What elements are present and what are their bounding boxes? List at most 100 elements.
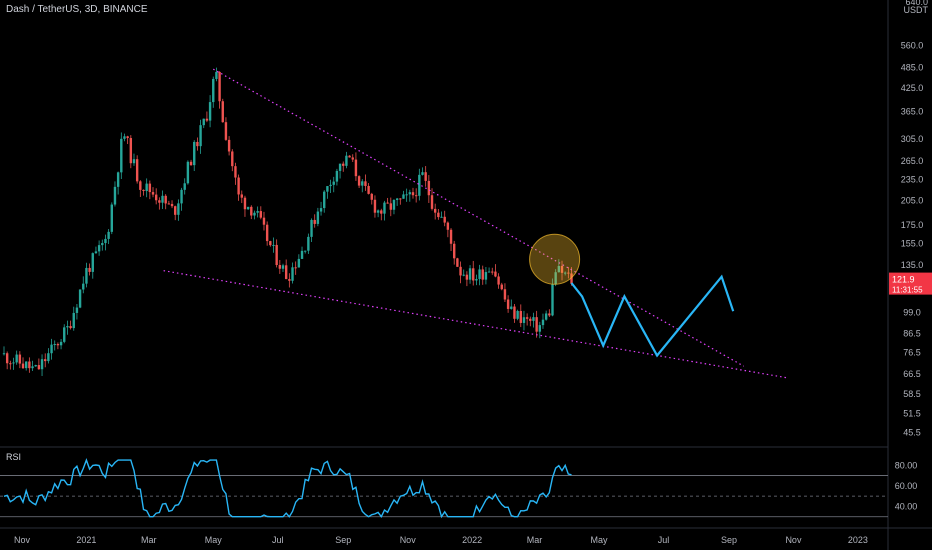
- candle-body: [82, 283, 85, 290]
- time-tick: Mar: [141, 535, 157, 545]
- candle-body: [240, 194, 243, 198]
- candle-body: [544, 313, 548, 320]
- candle-body: [72, 312, 75, 329]
- candle-body: [288, 279, 291, 281]
- candle-body: [66, 326, 69, 328]
- candle-body: [316, 211, 320, 224]
- candle-body: [335, 170, 339, 182]
- candle-body: [75, 307, 79, 313]
- candle-body: [500, 284, 503, 290]
- candle-body: [525, 317, 529, 319]
- candle-body: [250, 206, 253, 216]
- lower-trendline: [163, 270, 787, 379]
- candle-body: [212, 78, 215, 103]
- candle-body: [510, 306, 513, 309]
- candle-body: [50, 344, 53, 354]
- candle-body: [126, 136, 129, 139]
- candle-body: [110, 204, 113, 232]
- countdown-label: 11:31:55: [892, 286, 923, 295]
- candle-body: [199, 125, 202, 147]
- price-tick: 305.0: [901, 134, 924, 144]
- candle-body: [284, 265, 288, 280]
- candle-body: [24, 361, 28, 369]
- candle-body: [21, 363, 25, 369]
- time-tick: Jul: [658, 535, 670, 545]
- candle-body: [345, 155, 348, 166]
- candle-body: [383, 202, 386, 214]
- candle-body: [59, 341, 63, 346]
- candle-body: [294, 267, 297, 269]
- candle-body: [174, 206, 177, 215]
- candle-body: [256, 211, 259, 213]
- candle-body: [449, 229, 453, 244]
- candle-body: [342, 163, 345, 166]
- candle-body: [551, 284, 554, 316]
- candle-body: [196, 141, 199, 147]
- candle-body: [94, 251, 98, 254]
- price-tick: 135.0: [901, 260, 924, 270]
- candle-body: [246, 206, 250, 210]
- candle-body: [154, 194, 158, 201]
- candle-body: [97, 245, 101, 252]
- candle-body: [307, 236, 310, 251]
- candle-body: [386, 202, 389, 204]
- candle-body: [291, 267, 294, 281]
- time-tick: Nov: [785, 535, 802, 545]
- candle-body: [237, 177, 240, 195]
- rsi-tick: 80.00: [895, 460, 918, 470]
- candle-body: [278, 265, 282, 269]
- candle-body: [437, 212, 440, 218]
- candle-body: [132, 159, 136, 164]
- candle-body: [186, 161, 190, 184]
- candle-body: [357, 176, 361, 186]
- candle-body: [418, 174, 421, 196]
- candle-body: [456, 258, 459, 267]
- candle-body: [405, 194, 408, 196]
- price-tick: 45.5: [903, 428, 921, 438]
- candle-body: [183, 183, 186, 190]
- candle-body: [63, 327, 66, 342]
- candle-body: [478, 269, 481, 279]
- candle-body: [120, 138, 123, 173]
- candle-body: [12, 362, 15, 364]
- candle-body: [481, 269, 484, 280]
- candle-body: [402, 194, 405, 199]
- price-tick: 425.0: [901, 83, 924, 93]
- candle-body: [40, 359, 44, 370]
- candle-body: [47, 353, 50, 362]
- rsi-tick: 40.00: [895, 501, 918, 511]
- candle-body: [177, 203, 180, 215]
- candle-body: [433, 208, 437, 213]
- time-axis[interactable]: Nov 2021 Mar May Jul Sep Nov 2022 Mar May Jul Sep No…: [14, 535, 868, 545]
- candle-body: [462, 274, 465, 276]
- candle-body: [265, 224, 269, 242]
- candle-body: [15, 354, 18, 363]
- projection-path: [570, 274, 735, 358]
- candle-body: [535, 317, 538, 332]
- candle-body: [180, 189, 183, 204]
- candle-body: [319, 208, 323, 212]
- candle-body: [392, 199, 396, 210]
- price-tick: 175.0: [901, 220, 924, 230]
- candles: [2, 67, 573, 376]
- candle-body: [31, 366, 34, 369]
- candle-body: [205, 118, 209, 121]
- time-tick: May: [205, 535, 223, 545]
- candle-body: [364, 181, 367, 186]
- candle-body: [516, 310, 519, 319]
- candle-body: [262, 217, 266, 225]
- candle-body: [281, 265, 285, 269]
- time-tick: Nov: [400, 535, 417, 545]
- rsi-axis: 80.00 60.00 40.00: [895, 460, 918, 511]
- last-price-label: 121.9: [892, 275, 915, 285]
- candle-body: [408, 192, 412, 195]
- candle-body: [411, 192, 415, 196]
- candle-body: [34, 365, 37, 367]
- candle-body: [348, 155, 351, 158]
- candle-body: [373, 199, 377, 213]
- candle-body: [440, 216, 443, 218]
- candle-body: [135, 159, 139, 182]
- candle-body: [275, 244, 278, 266]
